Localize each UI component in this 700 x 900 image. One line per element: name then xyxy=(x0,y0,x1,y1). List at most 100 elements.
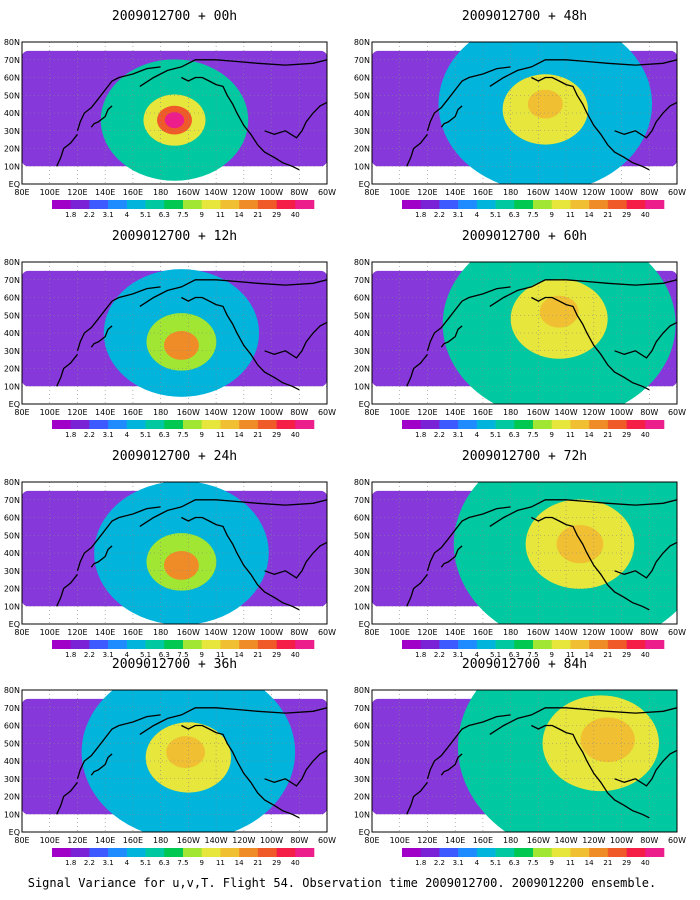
colorbar-label: 40 xyxy=(291,651,300,659)
lon-tick-label: 60W xyxy=(318,188,336,197)
colorbar-swatch xyxy=(402,848,422,857)
colorbar-label: 2.2 xyxy=(434,859,445,867)
lat-tick-label: EQ xyxy=(359,400,370,409)
map-frame xyxy=(21,41,328,185)
colorbar-swatch xyxy=(276,420,296,429)
colorbar-label: 14 xyxy=(235,431,244,439)
colorbar-label: 7.5 xyxy=(527,431,538,439)
lat-tick-label: 70N xyxy=(354,276,370,285)
lon-tick-label: 80E xyxy=(364,628,379,637)
colorbar-label: 2.2 xyxy=(84,211,95,219)
lon-tick-label: 160E xyxy=(473,408,493,417)
colorbar-swatch xyxy=(183,200,203,209)
colorbar-swatch xyxy=(295,200,315,209)
variance-field xyxy=(22,482,327,624)
lon-tick-label: 160W xyxy=(177,408,200,417)
colorbar-swatch xyxy=(514,848,534,857)
coastline xyxy=(489,499,677,527)
coastline xyxy=(76,506,161,571)
lon-tick-label: 140E xyxy=(445,628,465,637)
colorbar-label: 1.8 xyxy=(415,859,426,867)
colorbar-swatch xyxy=(495,200,515,209)
colorbar-swatch xyxy=(89,420,109,429)
colorbar-swatch xyxy=(201,848,221,857)
colorbar-swatch xyxy=(607,640,627,649)
colorbar-label: 14 xyxy=(585,431,594,439)
panel-title: 2009012700 + 72h xyxy=(462,449,587,464)
map-panel: 2009012700 + 48h 80E 100E 120E 140E 160E 180 16… xyxy=(354,9,686,219)
colorbar-label: 11 xyxy=(566,431,575,439)
lat-tick-label: 60N xyxy=(354,722,370,731)
panel-title: 2009012700 + 12h xyxy=(112,229,237,244)
colorbar-label: 3.1 xyxy=(103,431,114,439)
colorbar-label: 11 xyxy=(566,211,575,219)
lon-tick-label: 80E xyxy=(364,836,379,845)
lat-tick-label: 40N xyxy=(4,329,20,338)
lon-tick-label: 160E xyxy=(473,188,493,197)
lon-tick-label: 100W xyxy=(610,628,633,637)
colorbar-label: 14 xyxy=(585,211,594,219)
lat-tick-label: EQ xyxy=(9,400,20,409)
lat-tick-label: EQ xyxy=(9,828,20,837)
colorbar-label: 6.3 xyxy=(159,211,170,219)
colorbar-swatch xyxy=(626,200,646,209)
lat-tick-label: EQ xyxy=(359,828,370,837)
lon-tick-label: 160E xyxy=(473,836,493,845)
colorbar-swatch xyxy=(645,420,665,429)
colorbar-label: 21 xyxy=(253,211,262,219)
colorbar-label: 7.5 xyxy=(527,211,538,219)
colorbar-label: 21 xyxy=(253,431,262,439)
variance-field xyxy=(22,690,327,832)
colorbar-label: 1.8 xyxy=(65,859,76,867)
lon-tick-label: 180 xyxy=(153,836,168,845)
coastline xyxy=(181,76,300,171)
colorbar-label: 2.2 xyxy=(84,651,95,659)
coastline xyxy=(76,714,161,779)
lat-tick-label: 30N xyxy=(354,775,370,784)
colorbar-label: 3.1 xyxy=(103,651,114,659)
coastline xyxy=(139,59,327,87)
map-frame xyxy=(21,481,328,625)
coastline xyxy=(614,101,677,139)
colorbar-label: 7.5 xyxy=(177,859,188,867)
lat-tick-label: 30N xyxy=(354,127,370,136)
variance-contour xyxy=(539,295,579,328)
lat-tick-label: 60N xyxy=(4,74,20,83)
lat-tick-label: 80N xyxy=(4,478,20,487)
lat-tick-label: 70N xyxy=(4,56,20,65)
coastline xyxy=(264,541,327,579)
colorbar-label: 21 xyxy=(603,651,612,659)
lon-tick-label: 180 xyxy=(503,836,518,845)
lon-tick-label: 140E xyxy=(95,408,115,417)
lat-tick-label: 20N xyxy=(4,793,20,802)
lon-tick-label: 160W xyxy=(527,628,550,637)
lat-tick-label: 10N xyxy=(354,162,370,171)
colorbar-swatch xyxy=(626,640,646,649)
lat-tick-label: 60N xyxy=(4,294,20,303)
colorbar-label: 3.1 xyxy=(453,859,464,867)
lon-tick-label: 140E xyxy=(445,188,465,197)
colorbar-label: 3.1 xyxy=(103,859,114,867)
colorbar-swatch xyxy=(89,200,109,209)
coastline xyxy=(406,573,429,607)
colorbar-label: 4 xyxy=(125,859,130,867)
lon-tick-label: 120E xyxy=(417,836,437,845)
colorbar-label: 11 xyxy=(216,859,225,867)
lat-tick-label: 30N xyxy=(4,775,20,784)
colorbar-label: 1.8 xyxy=(65,211,76,219)
lon-tick-label: 80W xyxy=(290,836,308,845)
colorbar-swatch xyxy=(439,420,459,429)
colorbar-swatch xyxy=(183,848,203,857)
colorbar-label: 4 xyxy=(125,651,130,659)
colorbar-swatch xyxy=(589,420,609,429)
lat-tick-label: 50N xyxy=(4,531,20,540)
lon-tick-label: 60W xyxy=(318,836,336,845)
colorbar-label: 2.2 xyxy=(434,431,445,439)
colorbar-label: 9 xyxy=(199,211,203,219)
colorbar-swatch xyxy=(276,200,296,209)
colorbar-label: 29 xyxy=(272,431,281,439)
lon-tick-label: 120W xyxy=(232,188,255,197)
lon-tick-label: 180 xyxy=(503,628,518,637)
colorbar-label: 9 xyxy=(549,211,553,219)
colorbar-swatch xyxy=(257,420,277,429)
